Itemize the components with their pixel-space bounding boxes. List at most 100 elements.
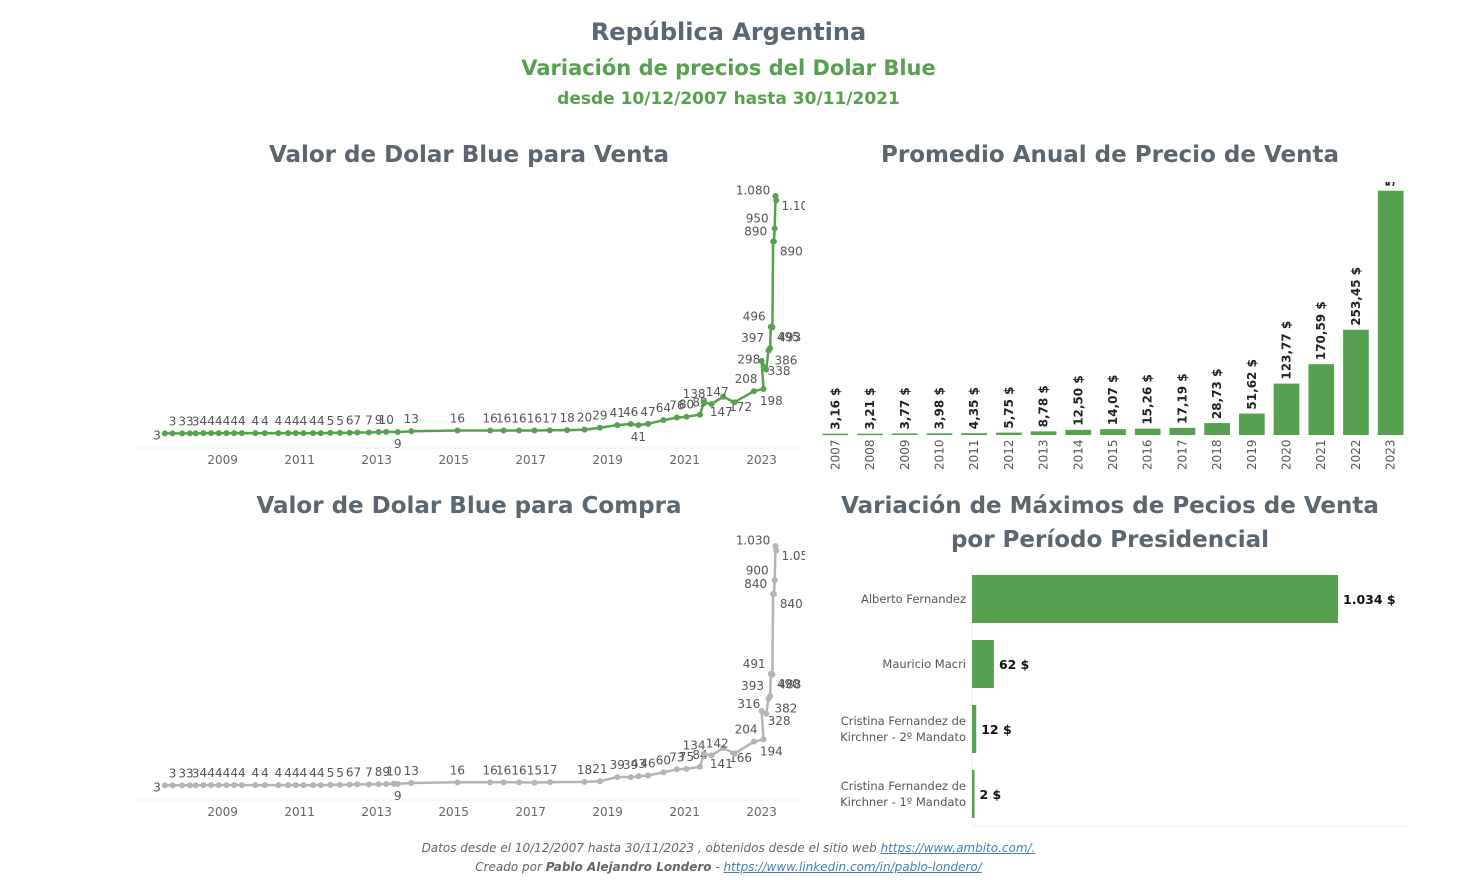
data-label: 3 xyxy=(178,766,186,780)
data-point xyxy=(769,324,776,331)
x-tick-label: 2019 xyxy=(592,453,623,467)
data-label: 382 xyxy=(775,702,798,716)
data-point xyxy=(161,782,168,789)
data-label: 3 xyxy=(169,414,177,428)
ambito-link[interactable]: https://www.ambito.com/. xyxy=(880,841,1036,855)
data-point xyxy=(581,426,588,433)
data-label: 4 xyxy=(309,766,317,780)
category-label: Kirchner - 1º Mandato xyxy=(840,795,966,809)
data-point xyxy=(660,417,667,424)
data-point xyxy=(763,366,770,373)
data-label: 840 xyxy=(780,597,803,611)
x-tick-label: 2013 xyxy=(361,805,392,819)
x-tick-label: 2015 xyxy=(1106,439,1120,470)
data-label: 840 xyxy=(744,577,767,591)
data-point xyxy=(169,782,176,789)
data-label: 17 xyxy=(542,763,557,777)
data-label: 16 xyxy=(496,763,511,777)
maximos-chart-title-line1: Variación de Máximos de Pecios de Venta xyxy=(841,493,1379,519)
data-point xyxy=(731,399,738,406)
data-point xyxy=(252,430,259,437)
bar-value-label: 14,07 $ xyxy=(1106,375,1120,425)
data-point xyxy=(760,736,767,743)
data-point xyxy=(215,430,222,437)
data-point xyxy=(750,388,757,395)
data-label: 3 xyxy=(178,414,186,428)
data-label: 75 xyxy=(679,750,694,764)
bar xyxy=(1308,364,1335,435)
category-label: Kirchner - 2º Mandato xyxy=(840,730,966,744)
x-tick-label: 2017 xyxy=(515,453,546,467)
data-point xyxy=(275,782,282,789)
x-tick-label: 2011 xyxy=(284,453,315,467)
data-label: 4 xyxy=(300,766,308,780)
data-label: 4 xyxy=(238,766,246,780)
bar xyxy=(1134,428,1161,435)
data-label: 4 xyxy=(317,414,325,428)
data-label: 4 xyxy=(238,414,246,428)
data-point xyxy=(770,238,777,245)
bar-value-label: 253,45 $ xyxy=(1349,267,1363,326)
x-tick-label: 2020 xyxy=(1280,439,1294,470)
data-point xyxy=(708,401,715,408)
data-point xyxy=(500,427,507,434)
data-label: 4 xyxy=(275,766,283,780)
data-point xyxy=(627,421,634,428)
data-label: 338 xyxy=(768,364,791,378)
data-label: 6 xyxy=(346,414,354,428)
x-tick-label: 2007 xyxy=(828,439,842,470)
maximos-chart-title-line2: por Período Presidencial xyxy=(950,527,1270,553)
data-point xyxy=(186,430,193,437)
data-point xyxy=(760,385,767,392)
data-point xyxy=(596,778,603,785)
data-label: 4 xyxy=(223,414,231,428)
bar-value-label: 3,98 $ xyxy=(932,387,946,429)
data-label: 60 xyxy=(656,753,671,767)
data-label: 7 xyxy=(365,765,373,779)
x-tick-label: 2018 xyxy=(1210,439,1224,470)
x-tick-label: 2012 xyxy=(1002,439,1016,470)
bar xyxy=(891,433,918,435)
data-point xyxy=(700,750,707,757)
data-point xyxy=(252,782,259,789)
data-label: 73 xyxy=(669,750,684,764)
data-label: 4 xyxy=(309,414,317,428)
data-label: 5 xyxy=(327,414,335,428)
bar xyxy=(926,433,953,435)
data-label: 76 xyxy=(669,399,684,413)
category-label: Cristina Fernandez de xyxy=(841,779,966,793)
page-subtitle: Variación de precios del Dolar Blue xyxy=(521,56,936,80)
data-label: 7 xyxy=(354,413,362,427)
data-point xyxy=(238,782,245,789)
data-label: 13 xyxy=(404,412,419,426)
data-point xyxy=(627,774,634,781)
data-point xyxy=(365,429,372,436)
data-label: 16 xyxy=(511,412,526,426)
data-label: 491 xyxy=(743,657,766,671)
data-label: 4 xyxy=(261,766,269,780)
data-point xyxy=(697,763,703,770)
data-label: 47 xyxy=(640,405,655,419)
footer-credit-prefix: Creado por xyxy=(475,860,546,874)
data-point xyxy=(454,779,461,786)
data-point xyxy=(383,780,390,787)
data-label: 208 xyxy=(735,372,758,386)
data-label: 204 xyxy=(735,722,758,736)
data-point xyxy=(161,430,168,437)
data-point xyxy=(758,357,765,364)
data-label: 488 xyxy=(778,677,801,691)
data-point xyxy=(327,429,334,436)
data-point xyxy=(300,782,307,789)
bar xyxy=(1100,429,1126,435)
data-point xyxy=(673,414,680,421)
data-point xyxy=(317,782,324,789)
footer-source: Datos desde el 10/12/2007 hasta 30/11/20… xyxy=(0,841,1457,855)
bar xyxy=(1377,190,1404,435)
x-tick-label: 2009 xyxy=(207,805,238,819)
data-label: 10 xyxy=(386,765,401,779)
linkedin-link[interactable]: https://www.linkedin.com/in/pablo-londer… xyxy=(723,860,982,874)
data-point xyxy=(731,750,738,757)
bar xyxy=(972,575,1338,623)
data-point xyxy=(720,745,727,752)
